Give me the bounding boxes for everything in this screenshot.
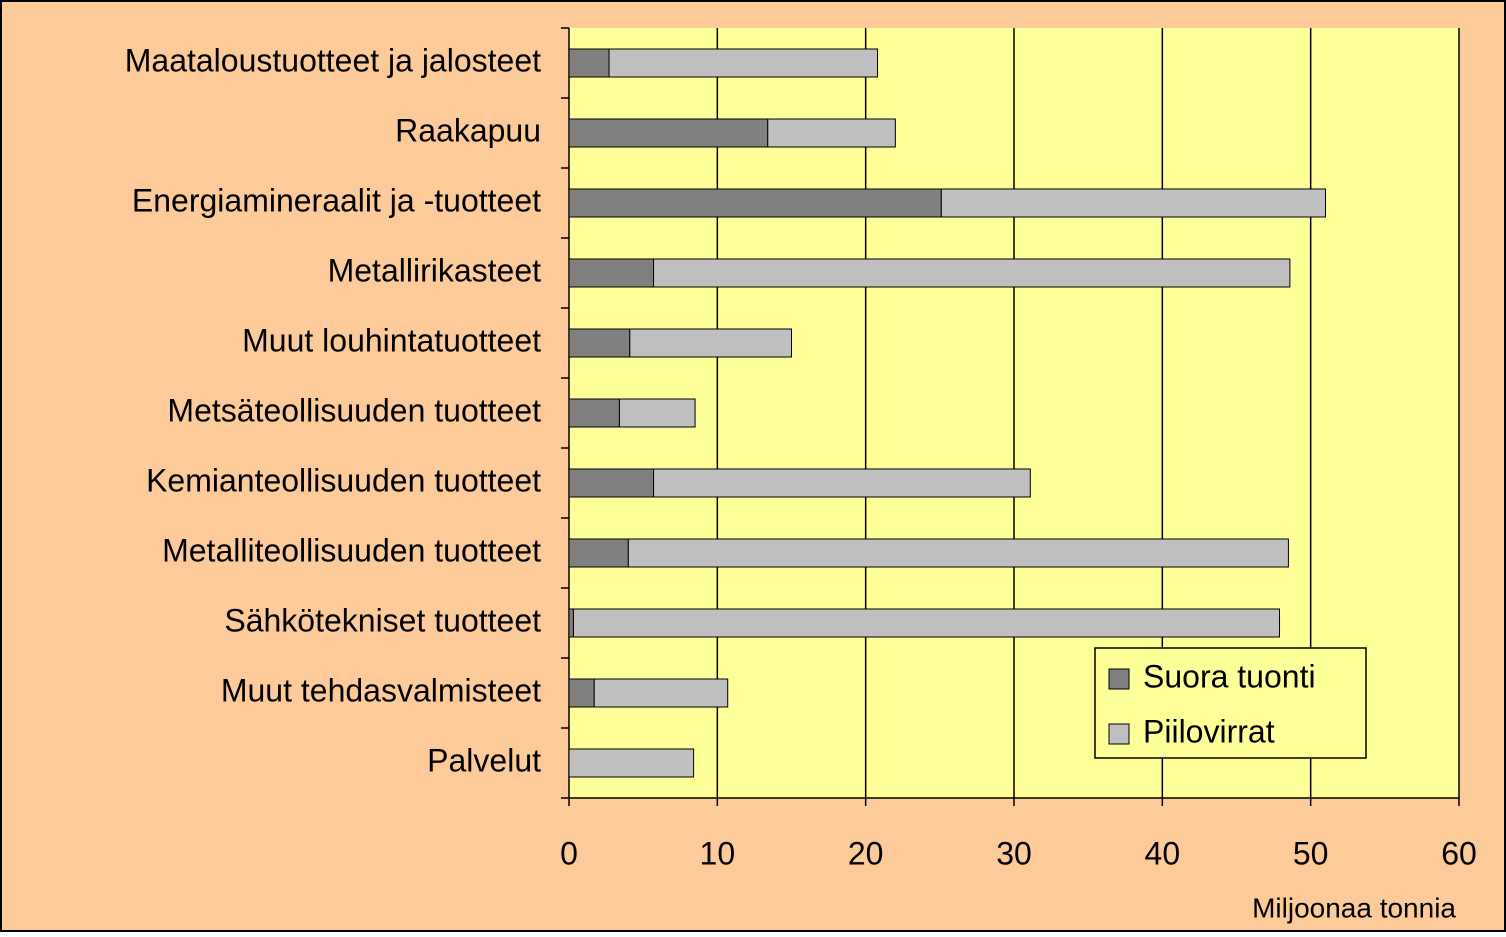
y-tick-label: Muut tehdasvalmisteet	[221, 672, 541, 708]
bar	[653, 468, 1031, 498]
x-tick-label: 10	[700, 835, 736, 871]
bar	[608, 48, 879, 78]
x-tick-label: 0	[560, 835, 578, 871]
bar	[568, 468, 655, 498]
legend-label: Suora tuonti	[1143, 658, 1316, 694]
bar	[940, 188, 1326, 218]
y-tick-label: Sähkötekniset tuotteet	[224, 602, 541, 638]
bar	[568, 258, 655, 288]
bar	[568, 398, 620, 428]
y-tick-label: Raakapuu	[395, 112, 541, 148]
bar	[627, 538, 1289, 568]
x-tick-label: 50	[1293, 835, 1329, 871]
y-tick-label: Maataloustuotteet ja jalosteet	[125, 42, 541, 78]
bar	[568, 748, 695, 778]
legend-swatch	[1108, 668, 1130, 690]
legend	[1094, 647, 1367, 759]
bar	[653, 258, 1291, 288]
legend-label: Piilovirrat	[1143, 713, 1275, 749]
x-tick-label: 40	[1145, 835, 1181, 871]
bar	[572, 608, 1281, 638]
bar	[618, 398, 696, 428]
bar	[593, 678, 729, 708]
y-tick-label: Energiamineraalit ja -tuotteet	[132, 182, 541, 218]
bar	[767, 118, 896, 148]
bar	[568, 48, 610, 78]
bar	[568, 118, 769, 148]
y-tick-label: Muut louhintatuotteet	[242, 322, 541, 358]
x-tick-label: 30	[996, 835, 1032, 871]
bar	[629, 328, 792, 358]
y-tick-label: Metalliteollisuuden tuotteet	[162, 532, 541, 568]
x-tick-label: 20	[848, 835, 884, 871]
y-tick-label: Metsäteollisuuden tuotteet	[167, 392, 541, 428]
legend-swatch	[1108, 723, 1130, 745]
bar	[568, 608, 574, 638]
y-tick-label: Palvelut	[427, 742, 541, 778]
x-axis-label: Miljoonaa tonnia	[1252, 892, 1456, 923]
bar	[568, 188, 942, 218]
bar	[568, 538, 629, 568]
bar	[568, 328, 631, 358]
bar	[568, 678, 595, 708]
y-tick-label: Metallirikasteet	[328, 252, 542, 288]
x-tick-label: 60	[1441, 835, 1477, 871]
y-tick-label: Kemianteollisuuden tuotteet	[146, 462, 541, 498]
